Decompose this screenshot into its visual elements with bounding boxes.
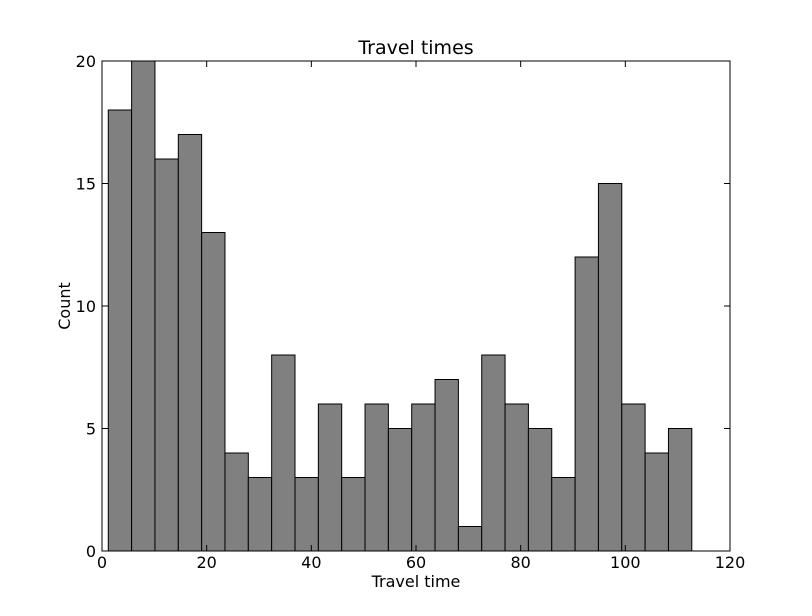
histogram-bar bbox=[317, 403, 343, 552]
x-tick-label: 100 bbox=[610, 553, 641, 572]
histogram-bar bbox=[364, 403, 389, 552]
y-tick-label: 10 bbox=[76, 297, 96, 316]
x-tick-label: 0 bbox=[97, 553, 107, 572]
histogram-bar bbox=[527, 428, 553, 552]
histogram-bar bbox=[247, 477, 273, 552]
y-tick-label: 0 bbox=[86, 542, 96, 561]
x-tick-label: 80 bbox=[510, 553, 530, 572]
bars-group bbox=[107, 60, 693, 552]
histogram-bar bbox=[551, 477, 576, 552]
histogram-bar bbox=[457, 526, 483, 552]
histogram-bar bbox=[434, 379, 459, 552]
histogram-bar bbox=[644, 452, 669, 552]
histogram-bar bbox=[597, 183, 623, 552]
y-tick-label: 20 bbox=[76, 52, 96, 71]
histogram-bar bbox=[341, 477, 366, 552]
histogram-bar bbox=[294, 477, 319, 552]
histogram-bar bbox=[574, 256, 599, 552]
histogram-bar bbox=[504, 403, 529, 552]
histogram-bar bbox=[621, 403, 646, 552]
x-tick-label: 120 bbox=[715, 553, 746, 572]
histogram-bar bbox=[481, 354, 506, 552]
histogram-bar bbox=[201, 232, 226, 552]
x-ticks-group: 0 20 40 60 80 100 120 bbox=[97, 61, 745, 572]
histogram-bar bbox=[224, 452, 249, 552]
axes-frame bbox=[101, 60, 731, 552]
histogram-bar bbox=[107, 109, 133, 552]
x-axis-label: Travel time bbox=[371, 572, 461, 591]
histogram-bar bbox=[271, 354, 296, 552]
histogram-bar bbox=[131, 60, 156, 552]
histogram-bar bbox=[667, 428, 693, 552]
y-tick-label: 5 bbox=[86, 420, 96, 439]
chart-title: Travel times bbox=[357, 37, 473, 59]
histogram-bar bbox=[177, 134, 203, 552]
x-tick-label: 60 bbox=[406, 553, 426, 572]
histogram-bar bbox=[411, 403, 436, 552]
y-tick-label: 15 bbox=[76, 175, 96, 194]
x-tick-label: 20 bbox=[196, 553, 216, 572]
histogram-bar bbox=[154, 158, 179, 552]
y-axis-label: Count bbox=[55, 282, 74, 330]
histogram-bar bbox=[387, 428, 413, 552]
x-tick-label: 40 bbox=[301, 553, 321, 572]
